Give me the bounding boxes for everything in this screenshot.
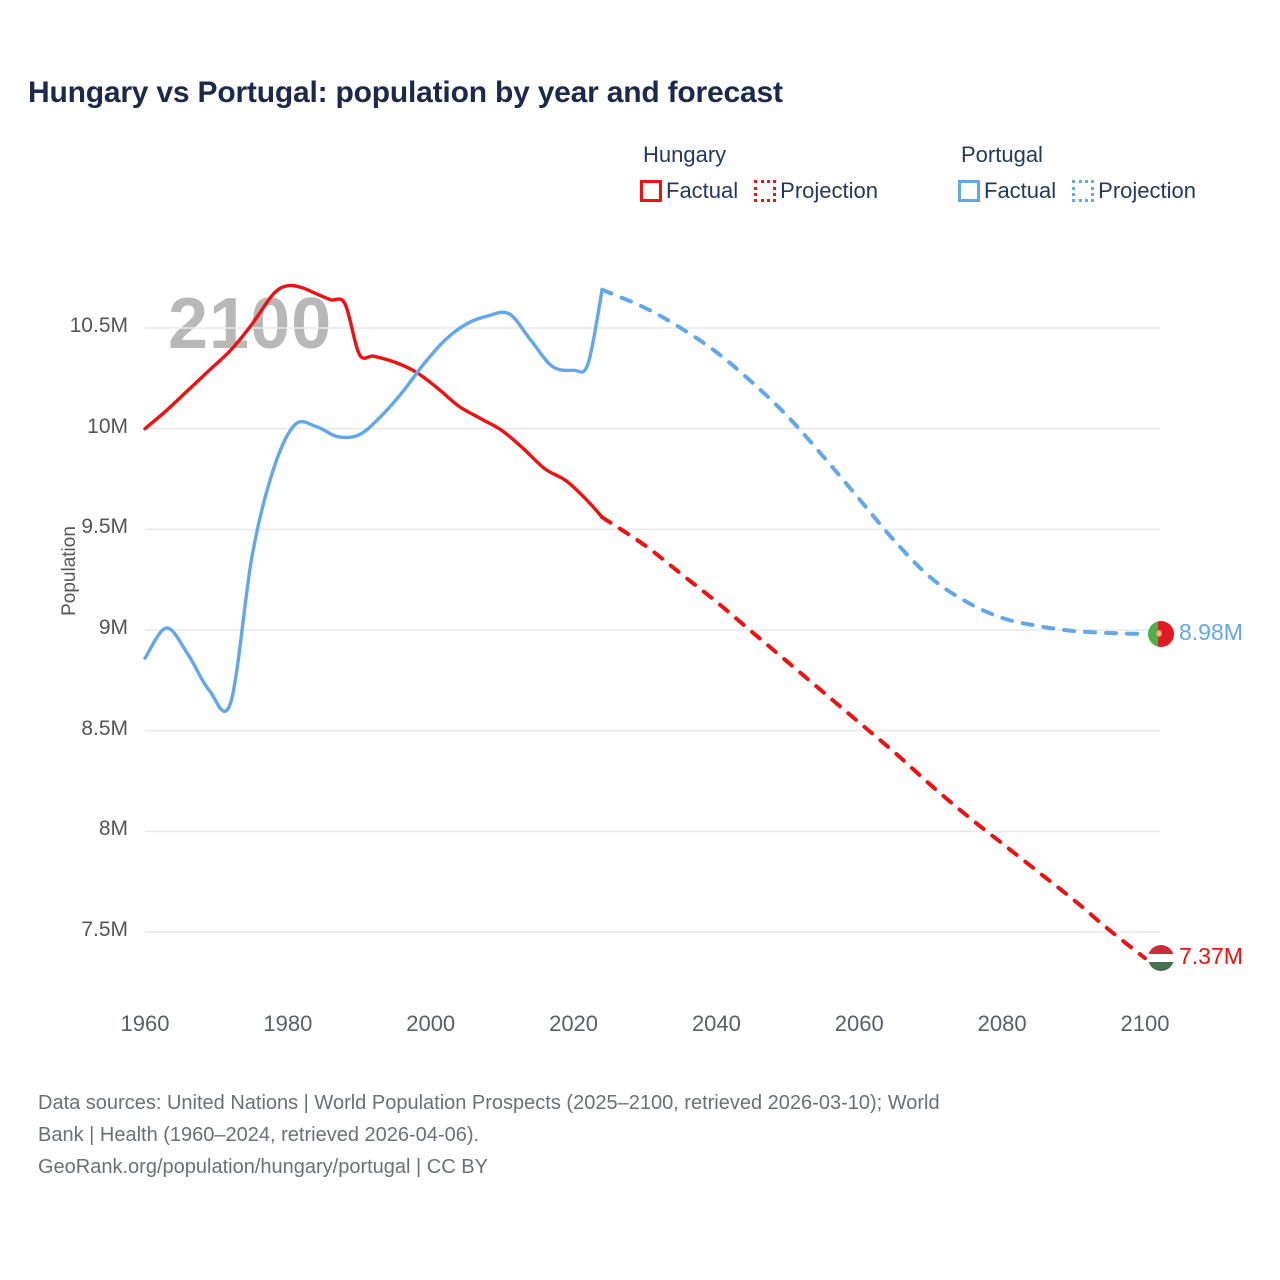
- legend-item-portugal-projection[interactable]: Projection: [1072, 178, 1196, 204]
- y-axis-tick-label: 10.5M: [69, 314, 128, 337]
- x-axis-tick-label: 1960: [120, 1011, 170, 1036]
- legend-item-label: Factual: [984, 178, 1057, 203]
- x-axis-tick-label: 2000: [406, 1011, 456, 1036]
- hungary-end-value: 7.37M: [1179, 943, 1243, 970]
- watermark-year: 2100: [168, 284, 333, 364]
- series-line-hungary-projection: [600, 515, 1147, 961]
- hungary-flag-icon: [1148, 945, 1174, 972]
- chart-legend: Hungary Factual Projection Portugal Fact…: [640, 142, 1260, 222]
- legend-item-label: Projection: [780, 178, 878, 203]
- footer-line-2: Bank | Health (1960–2024, retrieved 2026…: [38, 1124, 480, 1146]
- legend-item-label: Projection: [1098, 178, 1196, 203]
- legend-swatch-dotted-icon: [1072, 180, 1095, 202]
- y-axis-tick-label: 8M: [98, 817, 128, 841]
- y-axis-tick-label: 7.5M: [81, 918, 128, 941]
- series-line-portugal-projection: [600, 287, 1147, 637]
- y-axis-tick-label: 9.5M: [81, 515, 128, 539]
- series-line-hungary-factual: [143, 283, 604, 519]
- legend-swatch-dotted-icon: [754, 180, 777, 202]
- y-axis-tick-label: 10M: [87, 414, 128, 438]
- legend-group-title: Portugal: [961, 142, 1043, 167]
- legend-item-label: Factual: [666, 178, 739, 203]
- portugal-end-value: 8.98M: [1179, 619, 1243, 646]
- x-axis-tick-label: 2040: [691, 1011, 741, 1036]
- page-title: Hungary vs Portugal: population by year …: [28, 76, 783, 109]
- x-axis-tick-label: 2100: [1120, 1011, 1170, 1036]
- legend-item-hungary-factual[interactable]: Factual: [640, 178, 738, 204]
- legend-swatch-solid-icon: [958, 180, 980, 202]
- portugal-flag-icon: [1148, 621, 1174, 648]
- legend-item-portugal-factual[interactable]: Factual: [958, 178, 1056, 204]
- x-axis-tick-label: 2080: [977, 1011, 1027, 1036]
- x-axis-tick-label: 2020: [549, 1011, 599, 1036]
- footer-line-3[interactable]: GeoRank.org/population/hungary/portugal …: [38, 1156, 488, 1178]
- legend-swatch-solid-icon: [640, 180, 662, 202]
- x-axis-tick-label: 1980: [263, 1011, 313, 1036]
- y-axis-tick-label: 9M: [98, 616, 128, 639]
- legend-item-hungary-projection[interactable]: Projection: [754, 178, 878, 204]
- legend-group-title: Hungary: [643, 142, 727, 167]
- series-line-portugal-factual: [143, 288, 604, 713]
- footer-sources: Data sources: United Nations | World Pop…: [38, 1087, 1248, 1183]
- footer-line-1: Data sources: United Nations | World Pop…: [38, 1092, 940, 1114]
- x-axis-tick-label: 2060: [834, 1011, 884, 1036]
- y-axis-tick-label: 8.5M: [81, 716, 128, 740]
